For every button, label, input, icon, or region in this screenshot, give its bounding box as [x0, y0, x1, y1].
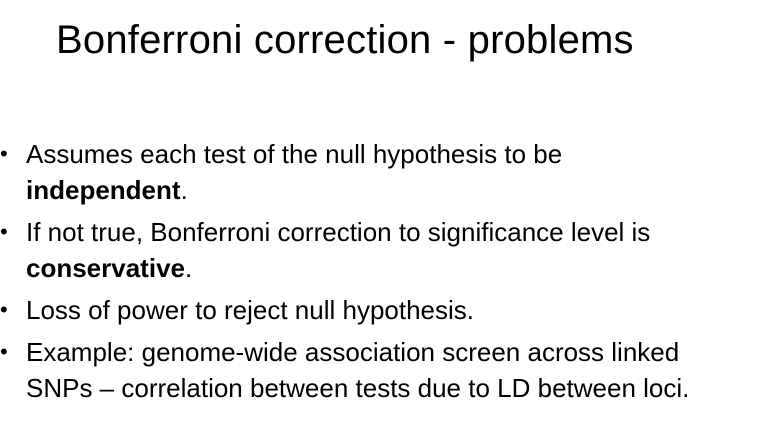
bullet-text-continuation: conservative. [26, 250, 774, 286]
bullet-marker: • [0, 141, 8, 166]
punctuation: . [180, 175, 188, 205]
bullet-marker: • [0, 339, 8, 364]
bullet-text: If not true, Bonferroni correction to si… [26, 217, 651, 247]
slide-title: Bonferroni correction - problems [56, 18, 634, 62]
bullet-marker: • [0, 219, 8, 244]
bullet-list: • Assumes each test of the null hypothes… [0, 136, 774, 412]
bullet-text: Loss of power to reject null hypothesis. [26, 295, 475, 325]
bullet-text-continuation: independent. [26, 172, 774, 208]
emphasis-text: conservative [26, 253, 185, 283]
bullet-item-example: • Example: genome-wide association scree… [0, 334, 774, 406]
bullet-item-power-loss: • Loss of power to reject null hypothesi… [0, 292, 774, 328]
bullet-item-independent: • Assumes each test of the null hypothes… [0, 136, 774, 208]
punctuation: . [184, 253, 193, 283]
bullet-text-continuation: SNPs – correlation between tests due to … [26, 373, 690, 403]
bullet-marker: • [0, 297, 8, 322]
bullet-text: Example: genome-wide association screen … [26, 337, 680, 367]
bullet-text: Assumes each test of the null hypothesis… [26, 139, 563, 169]
emphasis-text: independent [26, 175, 181, 205]
bullet-item-conservative: • If not true, Bonferroni correction to … [0, 214, 774, 286]
